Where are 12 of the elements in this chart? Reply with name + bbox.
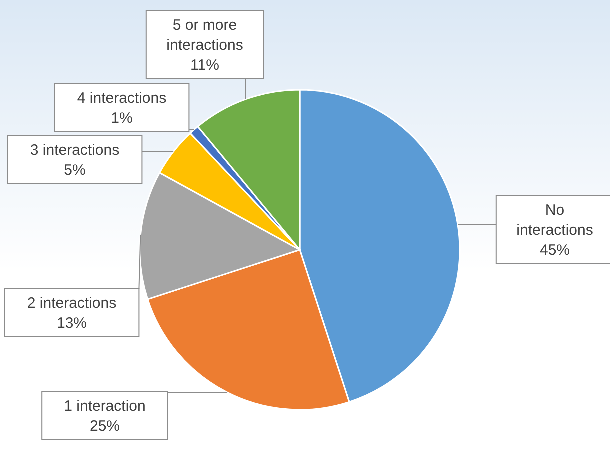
data-label: 13% bbox=[56, 315, 88, 332]
slice-label: 5 or more interactions bbox=[166, 17, 244, 54]
slice-label: No interactions bbox=[516, 202, 594, 239]
slice-label: 1 interaction bbox=[64, 398, 146, 415]
slice-label: 4 interactions bbox=[77, 90, 167, 107]
data-label: 1% bbox=[111, 110, 133, 127]
data-label: 5% bbox=[64, 162, 86, 179]
slice-label: 3 interactions bbox=[30, 142, 120, 159]
data-label: 11% bbox=[190, 57, 220, 74]
slice-label: 2 interactions bbox=[27, 295, 117, 312]
data-label: 45% bbox=[540, 242, 570, 259]
data-label: 25% bbox=[90, 418, 120, 435]
